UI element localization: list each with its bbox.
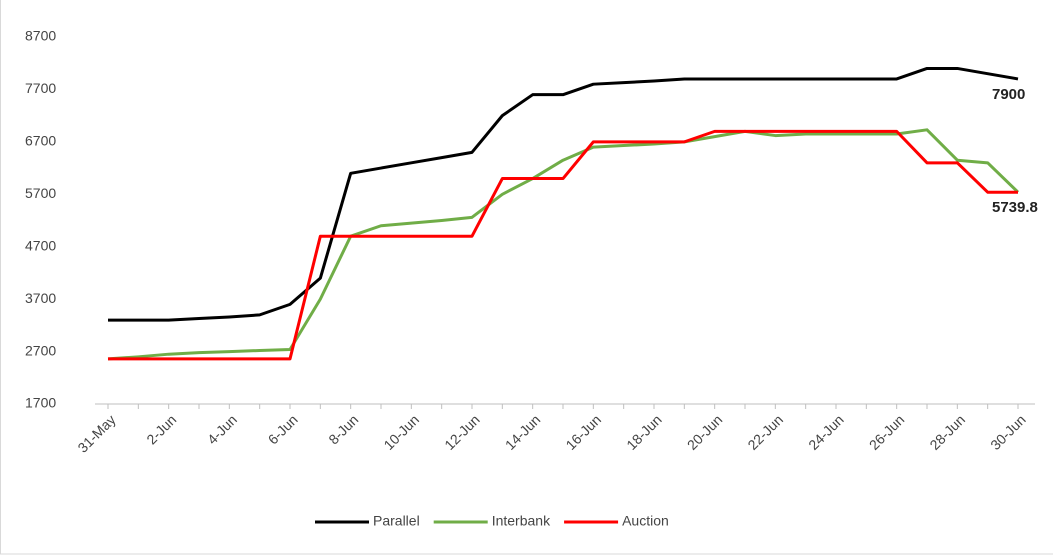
x-tick-label: 16-Jun: [562, 411, 604, 453]
x-tick-label: 24-Jun: [805, 411, 847, 453]
line-series: [108, 66, 1019, 322]
y-tick-label: 2700: [25, 342, 56, 358]
x-tick-label: 30-Jun: [987, 411, 1029, 453]
y-tick-label: 8700: [25, 28, 56, 44]
legend-label: Interbank: [492, 513, 551, 529]
x-tick-label: 8-Jun: [325, 411, 361, 447]
y-tick-label: 4700: [25, 237, 56, 253]
x-tick-label: 22-Jun: [744, 411, 786, 453]
x-tick-label: 2-Jun: [143, 411, 179, 447]
y-tick-label: 3700: [25, 290, 56, 306]
y-tick-label: 7700: [25, 80, 56, 96]
y-tick-label: 1700: [25, 395, 56, 411]
y-tick-label: 6700: [25, 133, 56, 149]
data-label: 7900: [992, 86, 1025, 103]
legend-label: Parallel: [373, 513, 420, 529]
x-tick-label: 14-Jun: [502, 411, 544, 453]
x-tick-label: 18-Jun: [623, 411, 665, 453]
line-series: [108, 129, 1018, 361]
x-tick-label: 28-Jun: [926, 411, 968, 453]
x-tick-label: 10-Jun: [380, 411, 422, 453]
line-series: [107, 128, 1020, 361]
x-tick-label: 6-Jun: [265, 411, 301, 447]
x-tick-label: 20-Jun: [684, 411, 726, 453]
x-tick-label: 4-Jun: [204, 411, 240, 447]
y-tick-label: 5700: [25, 185, 56, 201]
x-tick-label: 12-Jun: [441, 411, 483, 453]
data-label: 5739.8: [992, 199, 1038, 216]
x-tick-label: 31-May: [74, 411, 118, 455]
legend-label: Auction: [622, 513, 669, 529]
x-tick-label: 26-Jun: [866, 411, 908, 453]
